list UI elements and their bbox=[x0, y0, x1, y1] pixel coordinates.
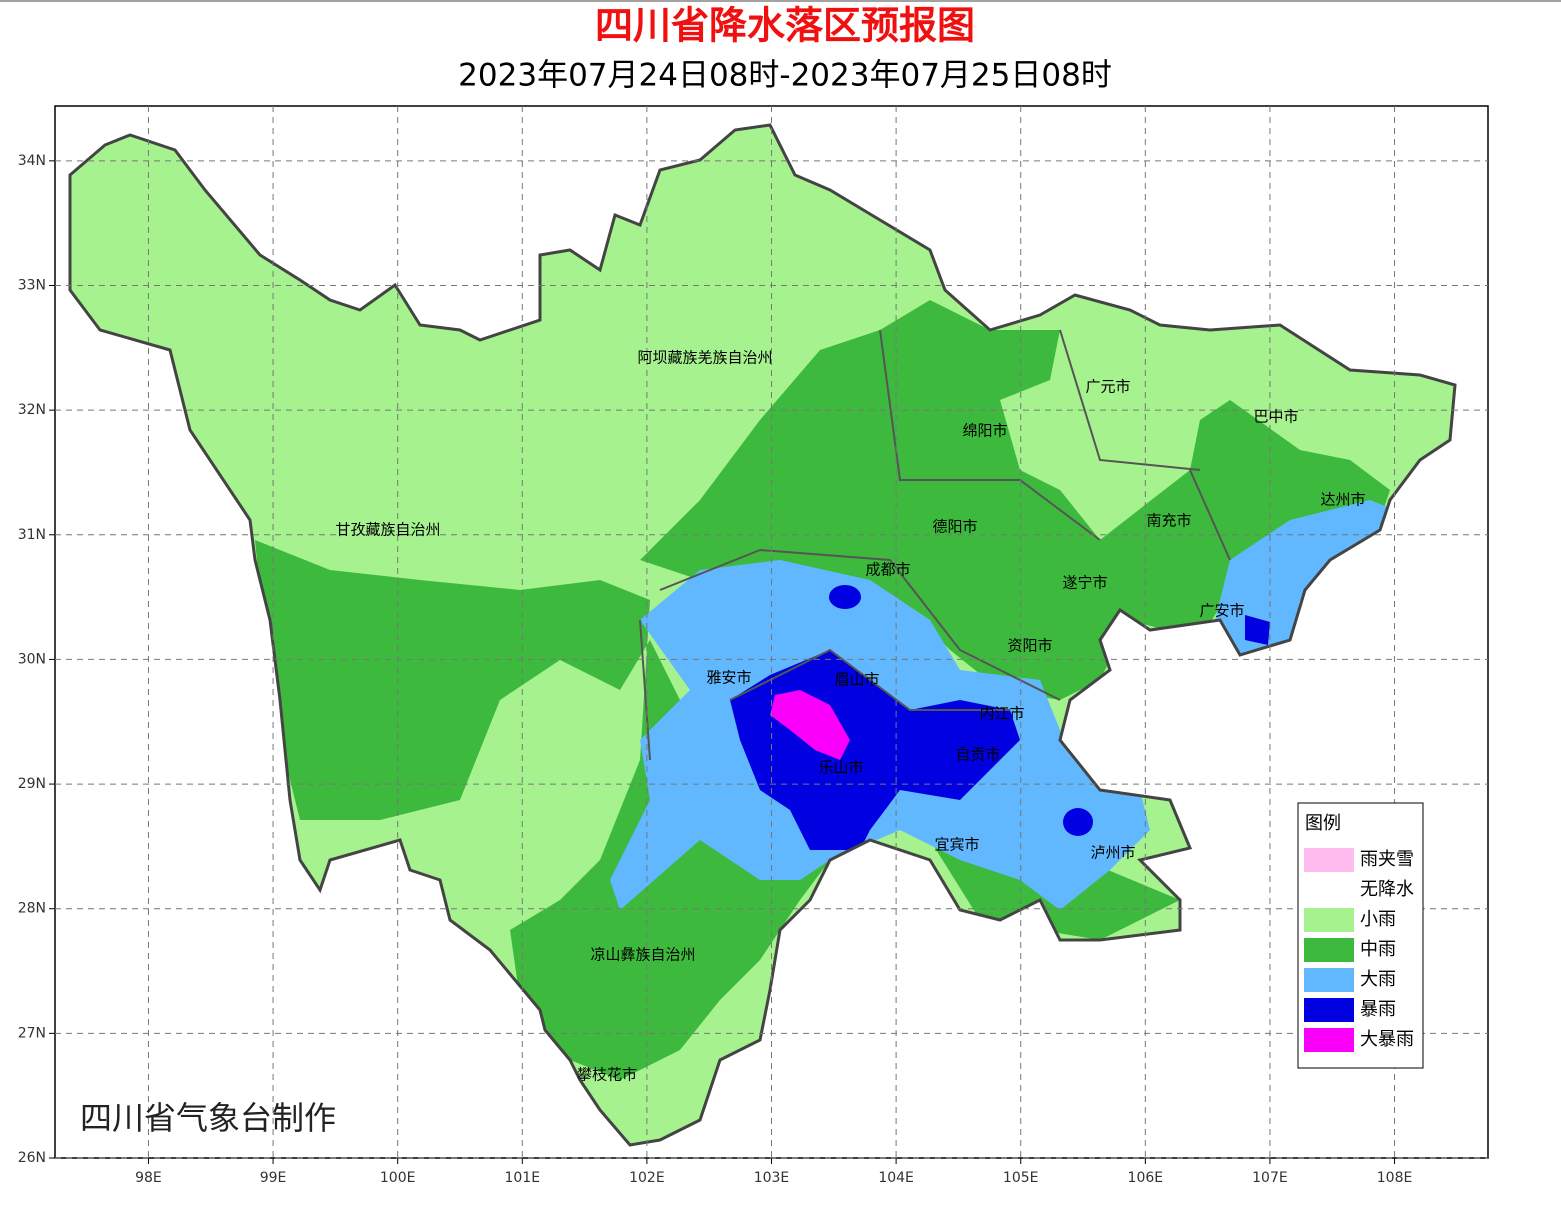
lon-tick-label: 102E bbox=[629, 1170, 665, 1186]
grid: 26N 27N 28N 29N 30N 31N 32N 33N 34N 98E 99E 100E 101… bbox=[18, 106, 1488, 1186]
prefecture-borders bbox=[639, 329, 1231, 761]
city-label: 成都市 bbox=[865, 561, 910, 579]
area-rainstorm bbox=[829, 585, 861, 609]
city-label: 甘孜藏族自治州 bbox=[335, 521, 440, 539]
area-moderate-rain bbox=[640, 300, 1390, 700]
legend-swatch bbox=[1304, 968, 1354, 992]
area-moderate-rain bbox=[255, 540, 830, 1080]
legend-label: 暴雨 bbox=[1360, 999, 1396, 1020]
legend-label: 中雨 bbox=[1360, 939, 1396, 960]
lon-tick-label: 107E bbox=[1252, 1170, 1288, 1186]
city-label: 眉山市 bbox=[834, 671, 879, 689]
credit: 四川省气象台制作 bbox=[80, 1099, 336, 1137]
lat-tick-label: 26N bbox=[18, 1150, 46, 1166]
city-label: 自贡市 bbox=[955, 746, 1000, 764]
lon-tick-label: 105E bbox=[1003, 1170, 1039, 1186]
lon-tick-label: 99E bbox=[260, 1170, 287, 1186]
lat-tick-label: 31N bbox=[18, 527, 46, 543]
city-label: 德阳市 bbox=[932, 518, 977, 536]
city-label: 攀枝花市 bbox=[577, 1066, 637, 1084]
lon-tick-label: 103E bbox=[754, 1170, 790, 1186]
city-label: 绵阳市 bbox=[962, 422, 1007, 440]
legend-label: 大雨 bbox=[1360, 969, 1396, 990]
legend-label: 无降水 bbox=[1360, 879, 1414, 900]
lat-tick-label: 29N bbox=[18, 776, 46, 792]
lat-tick-label: 34N bbox=[18, 153, 46, 169]
lat-tick-label: 30N bbox=[18, 651, 46, 667]
city-label: 泸州市 bbox=[1090, 844, 1135, 862]
legend-swatch bbox=[1304, 878, 1354, 902]
legend-swatch bbox=[1304, 1028, 1354, 1052]
area-rainstorm bbox=[1245, 615, 1270, 645]
lat-tick-label: 32N bbox=[18, 402, 46, 418]
subtitle: 2023年07月24日08时-2023年07月25日08时 bbox=[458, 58, 1112, 94]
area-heavy-rainstorm bbox=[770, 690, 850, 760]
lon-tick-label: 106E bbox=[1128, 1170, 1164, 1186]
city-label: 乐山市 bbox=[818, 759, 863, 777]
city-label: 广安市 bbox=[1199, 602, 1244, 620]
lon-tick-label: 101E bbox=[504, 1170, 540, 1186]
city-label: 广元市 bbox=[1085, 378, 1130, 396]
city-label: 巴中市 bbox=[1253, 408, 1298, 426]
lon-tick-label: 98E bbox=[135, 1170, 162, 1186]
city-label: 达州市 bbox=[1320, 491, 1365, 509]
lon-tick-label: 108E bbox=[1377, 1170, 1413, 1186]
lon-tick-label: 104E bbox=[878, 1170, 914, 1186]
legend-title: 图例 bbox=[1305, 813, 1341, 834]
city-label: 阿坝藏族羌族自治州 bbox=[637, 349, 772, 367]
city-label: 凉山彝族自治州 bbox=[590, 946, 695, 964]
city-label: 资阳市 bbox=[1007, 637, 1052, 655]
lat-tick-label: 27N bbox=[18, 1025, 46, 1041]
lat-tick-label: 28N bbox=[18, 901, 46, 917]
legend-label: 小雨 bbox=[1360, 909, 1396, 930]
legend-swatch bbox=[1304, 848, 1354, 872]
area-heavy-rain bbox=[1215, 500, 1395, 655]
city-label: 雅安市 bbox=[706, 669, 751, 687]
area-rainstorm bbox=[1063, 808, 1093, 836]
lat-tick-label: 33N bbox=[18, 277, 46, 293]
city-label: 遂宁市 bbox=[1062, 574, 1107, 592]
legend-box bbox=[1297, 802, 1424, 1069]
city-label: 南充市 bbox=[1146, 512, 1191, 530]
city-label: 内江市 bbox=[979, 705, 1024, 723]
legend-swatch bbox=[1304, 998, 1354, 1022]
legend-swatch bbox=[1304, 938, 1354, 962]
legend-label: 大暴雨 bbox=[1360, 1029, 1414, 1050]
lon-tick-label: 100E bbox=[380, 1170, 416, 1186]
legend-label: 雨夹雪 bbox=[1360, 849, 1414, 870]
legend-swatch bbox=[1304, 908, 1354, 932]
title: 四川省降水落区预报图 bbox=[595, 4, 975, 48]
city-label: 宜宾市 bbox=[934, 836, 979, 854]
